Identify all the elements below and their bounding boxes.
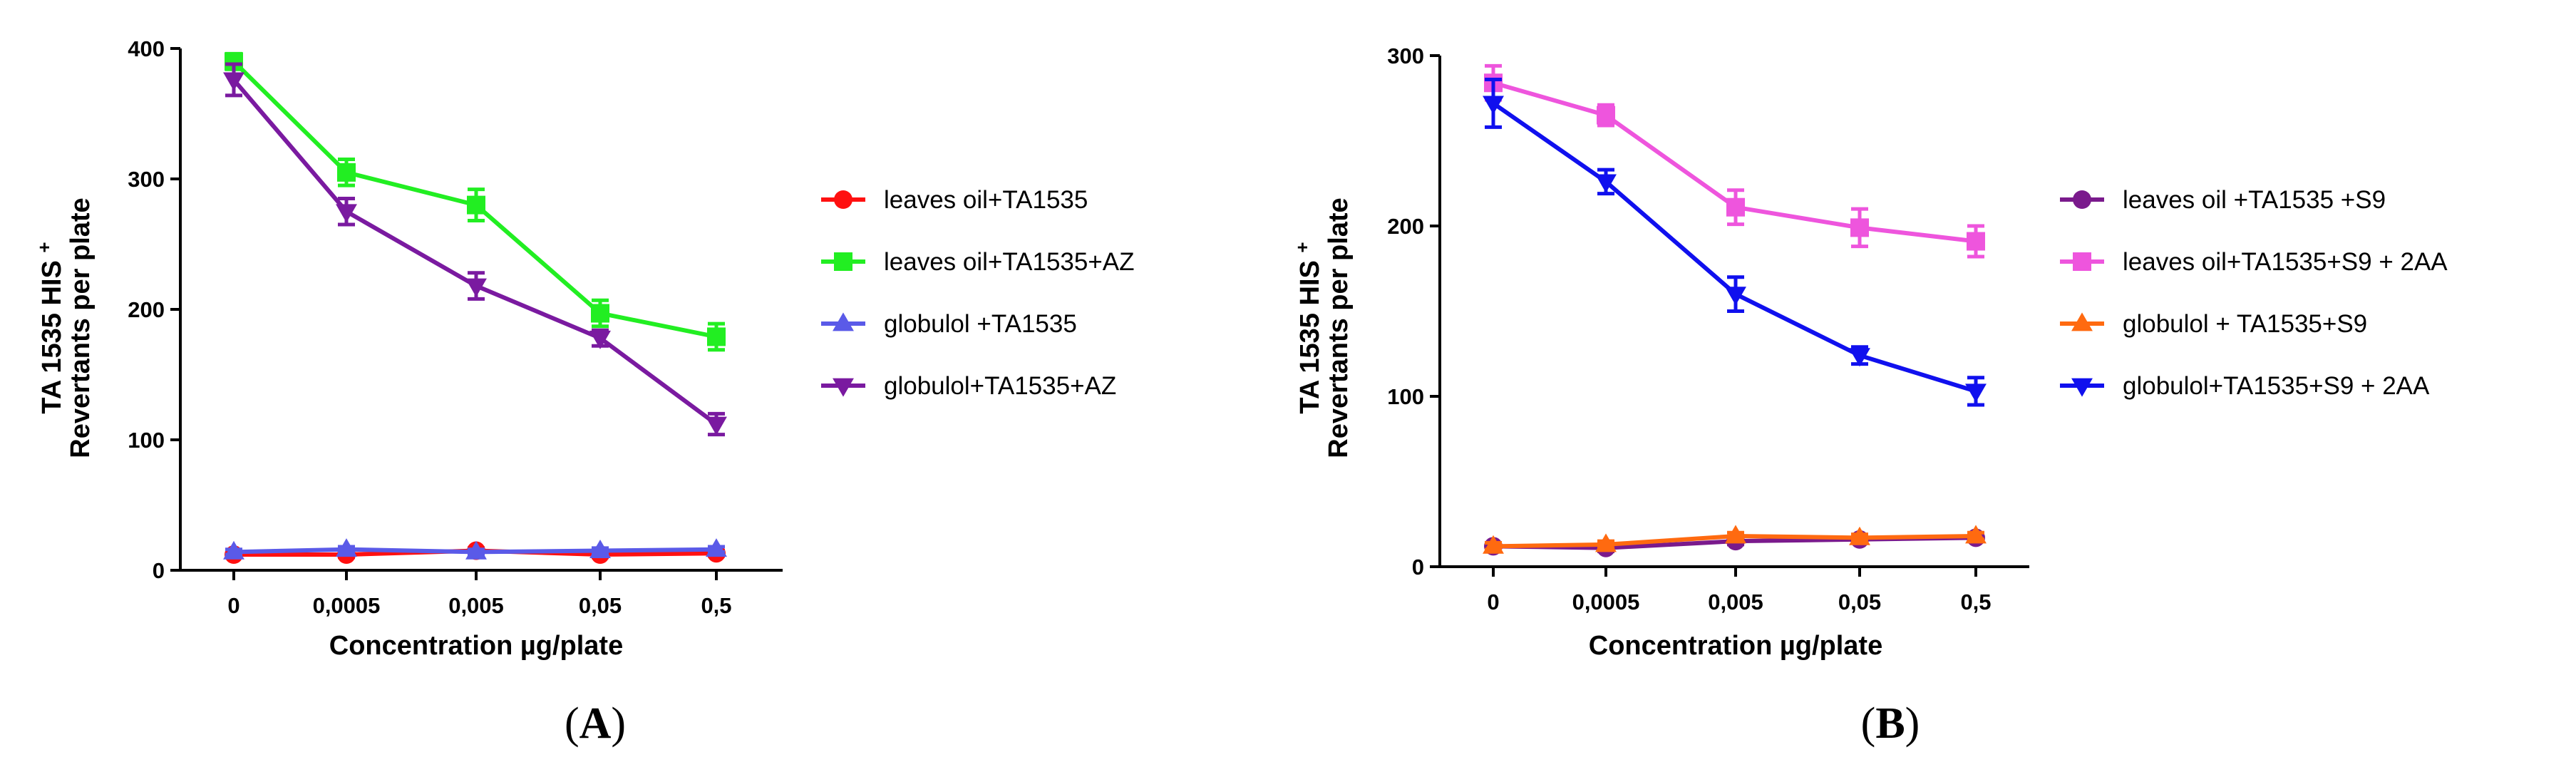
chart-b-legend-marker-2: [2071, 312, 2093, 331]
chart-b-series-2-point-0: [1483, 535, 1504, 554]
chart-b-series-2-point-1: [1595, 533, 1617, 552]
chart-a-legend-marker-3: [833, 378, 854, 397]
chart-a-legend-marker-2: [833, 312, 854, 331]
chart-b-ytick-label-3: 300: [1387, 43, 1424, 68]
chart-a-series-3-point-1: [336, 204, 357, 223]
chart-a-xtick-label-2: 0,005: [448, 593, 504, 618]
chart-b-legend-label-0: leaves oil +TA1535 +S9: [2123, 186, 2386, 214]
chart-b-series-3-point-1: [1595, 174, 1617, 193]
chart-b-series-1-point-1: [1597, 105, 1615, 125]
chart-a-series-3-point-2: [465, 278, 487, 297]
chart-b-legend-marker-3: [2071, 378, 2093, 397]
chart-b-series-3-line: [1492, 101, 1977, 393]
chart-a-legend-marker-1: [834, 252, 852, 271]
chart-panel-a: TA 1535 HIS + Revertants per plate Conce…: [34, 36, 1135, 748]
chart-a-xtick-label-0: 0: [227, 593, 239, 618]
chart-a-legend-item-1: leaves oil+TA1535+AZ: [821, 248, 1135, 276]
chart-a-ytick-label-1: 100: [128, 428, 165, 453]
chart-b-legend-item-1: leaves oil+TA1535+S9 + 2AA: [2060, 248, 2448, 276]
chart-b-legend-marker-0: [2073, 190, 2091, 209]
chart-a-legend-label-2: globulol +TA1535: [884, 310, 1077, 338]
chart-b-legend-item-2: globulol + TA1535+S9: [2060, 310, 2367, 338]
chart-a-ylabel-line2: Revertants per plate: [66, 197, 96, 458]
chart-b-xtick-label-0: 0: [1487, 590, 1499, 614]
chart-b-legend-item-0: leaves oil +TA1535 +S9: [2060, 186, 2386, 214]
chart-a-xlabel: Concentration µg/plate: [329, 631, 623, 661]
chart-a-series-3-point-4: [706, 416, 727, 436]
chart-b-xtick-label-1: 0,0005: [1572, 590, 1640, 614]
chart-b-ylabel-line1: TA 1535 HIS +: [1292, 242, 1325, 413]
chart-b-legend-label-3: globulol+TA1535+S9 + 2AA: [2123, 372, 2430, 400]
chart-a-series-2-point-2: [465, 540, 487, 560]
chart-a-series-1: [225, 51, 726, 352]
chart-a-ytick-label-3: 300: [128, 167, 165, 192]
chart-a-series-3: [223, 62, 727, 437]
chart-a-legend-item-0: leaves oil+TA1535: [821, 186, 1088, 214]
chart-a-panel-letter: A: [579, 699, 612, 748]
chart-a-xtick-label-1: 0,0005: [313, 593, 381, 618]
chart-a-series-3-point-3: [589, 330, 611, 349]
chart-b-legend-item-3: globulol+TA1535+S9 + 2AA: [2060, 372, 2430, 400]
chart-b-xtick-label-4: 0,5: [1960, 590, 1991, 614]
chart-b-series-1-point-2: [1726, 197, 1745, 217]
chart-b-ytick-label-1: 100: [1387, 384, 1424, 409]
chart-a-ylabel-line1: TA 1535 HIS +: [34, 242, 67, 413]
chart-a-series-2-point-4: [706, 538, 727, 557]
chart-b-series-3-point-2: [1725, 287, 1746, 306]
chart-a-legend-label-3: globulol+TA1535+AZ: [884, 372, 1116, 400]
chart-a-series-1-point-3: [591, 304, 609, 323]
chart-a-series-3-point-0: [223, 72, 244, 91]
chart-a-legend-marker-0: [834, 190, 852, 209]
chart-b-ytick-label-2: 200: [1387, 214, 1424, 239]
chart-b-ytick-label-0: 0: [1412, 555, 1424, 580]
chart-b-series-2-point-3: [1849, 526, 1870, 545]
chart-a-legend-item-3: globulol+TA1535+AZ: [821, 372, 1116, 400]
chart-a-series-2: [223, 538, 727, 560]
chart-b-series-3: [1483, 77, 1987, 407]
chart-b-xtick-label-2: 0,005: [1708, 590, 1763, 614]
chart-a-ytick-label-2: 200: [128, 297, 165, 322]
chart-b-xtick-label-3: 0,05: [1838, 590, 1881, 614]
chart-b-series-1-point-4: [1967, 232, 1985, 251]
chart-b-series-2-point-2: [1725, 525, 1746, 544]
chart-a-series-2-point-3: [589, 539, 611, 558]
chart-a-legend-item-2: globulol +TA1535: [821, 310, 1077, 338]
chart-a-series-2-point-0: [223, 540, 244, 560]
chart-b-series-3-point-0: [1483, 96, 1504, 115]
chart-a-panel-label: (A): [565, 699, 626, 748]
chart-b-legend-label-2: globulol + TA1535+S9: [2123, 310, 2367, 338]
chart-b-series-2-point-4: [1965, 525, 1987, 544]
chart-a-xtick-label-3: 0,05: [579, 593, 622, 618]
chart-a-legend-label-1: leaves oil+TA1535+AZ: [884, 248, 1135, 276]
chart-b-panel-letter: B: [1875, 699, 1905, 748]
chart-a-xtick-label-4: 0,5: [701, 593, 731, 618]
chart-a-ytick-label-4: 400: [128, 36, 165, 61]
chart-b-legend-marker-1: [2073, 252, 2091, 271]
chart-panel-b: TA 1535 HIS + Revertants per plate Conce…: [1292, 43, 2448, 748]
chart-a-ylabel-sup: +: [34, 242, 55, 252]
chart-b-xlabel: Concentration µg/plate: [1589, 631, 1882, 661]
chart-a-series-1-point-2: [467, 195, 485, 215]
chart-b-series-3-point-4: [1965, 384, 1987, 403]
chart-b-ylabel-line2: Revertants per plate: [1324, 197, 1354, 458]
chart-a-series-2-point-1: [336, 538, 357, 557]
chart-b-series-3-point-3: [1849, 348, 1870, 367]
chart-a-series-1-point-4: [707, 327, 726, 346]
chart-a-ytick-label-0: 0: [153, 558, 165, 583]
chart-b-ylabel-sup: +: [1292, 242, 1313, 252]
chart-b-panel-label: (B): [1861, 699, 1920, 748]
chart-a-legend-label-0: leaves oil+TA1535: [884, 186, 1088, 214]
chart-a-series-1-point-1: [337, 163, 356, 182]
chart-b-series-1-point-3: [1850, 218, 1869, 237]
chart-b-series-2: [1483, 525, 1987, 554]
chart-b-legend-label-1: leaves oil+TA1535+S9 + 2AA: [2123, 248, 2448, 276]
chart-b-series-1: [1484, 63, 1985, 259]
